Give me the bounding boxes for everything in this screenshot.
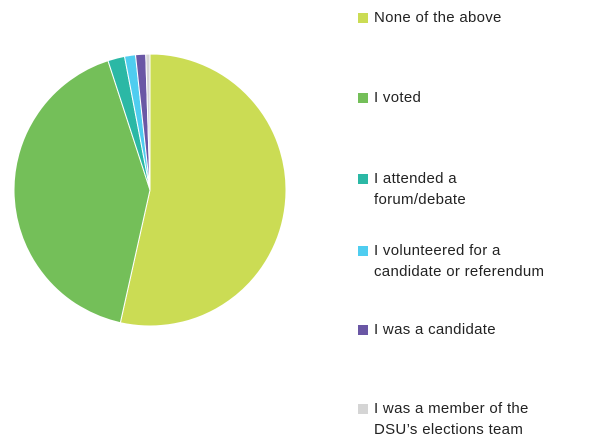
legend-label-forum: I attended a forum/debate — [374, 170, 466, 208]
legend-label-none: None of the above — [374, 9, 502, 26]
pie-slice-voted — [13, 60, 151, 324]
legend-label-voted: I voted — [374, 89, 422, 106]
pie-slice-none — [119, 53, 287, 327]
legend-label-candidate: I was a candidate — [374, 321, 496, 338]
legend-swatch-voted — [358, 93, 368, 103]
legend-swatch-elections-team — [358, 404, 368, 414]
legend-item-candidate: I was a candidate — [358, 319, 496, 340]
legend-swatch-none — [358, 13, 368, 23]
legend-swatch-candidate — [358, 325, 368, 335]
legend-item-forum: I attended a forum/debate — [358, 168, 466, 210]
chart-legend: None of the above I voted I attended a f… — [358, 0, 616, 445]
legend-item-none: None of the above — [358, 7, 502, 28]
legend-label-elections-team: I was a member of the DSU’s elections te… — [374, 400, 529, 438]
legend-label-volunteered: I volunteered for a candidate or referen… — [374, 242, 545, 280]
legend-item-voted: I voted — [358, 87, 421, 108]
legend-swatch-forum — [358, 174, 368, 184]
legend-item-elections-team: I was a member of the DSU’s elections te… — [358, 398, 529, 440]
pie-chart — [13, 53, 287, 327]
legend-swatch-volunteered — [358, 246, 368, 256]
legend-item-volunteered: I volunteered for a candidate or referen… — [358, 240, 544, 282]
pie-slice-elections-team — [145, 53, 151, 191]
